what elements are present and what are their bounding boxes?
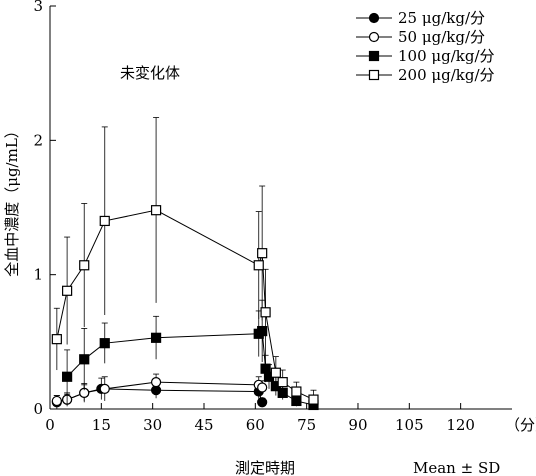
x-tick-label: 15 (92, 416, 111, 434)
data-point (257, 382, 268, 393)
data-point (79, 354, 90, 365)
x-tick-label: 45 (194, 416, 213, 434)
data-point (253, 260, 264, 271)
x-axis-ticks: 0 15 30 45 60 75 90 105 120 (45, 403, 475, 434)
data-point (62, 371, 73, 382)
series-layer (51, 117, 319, 411)
annotation-label: 未変化体 (120, 64, 180, 82)
data-point (257, 397, 268, 408)
y-axis-ticks: 0 1 2 3 (33, 0, 56, 418)
y-tick-label: 0 (33, 400, 43, 418)
x-tick-label: 0 (45, 416, 55, 434)
data-point (99, 383, 110, 394)
legend-marker (368, 12, 380, 24)
legend-label: 100 μg/kg/分 (398, 47, 495, 65)
data-point (150, 205, 162, 216)
x-tick-label: 120 (446, 416, 475, 434)
y-tick-label: 3 (33, 0, 43, 15)
footnote: Mean ± SD (413, 459, 500, 476)
x-unit-label: （分） (505, 416, 536, 434)
legend-marker (368, 50, 380, 62)
data-point (257, 325, 268, 337)
data-point (51, 334, 62, 345)
data-point (270, 367, 281, 378)
legend-label: 50 μg/kg/分 (398, 28, 485, 46)
x-tick-label: 75 (297, 416, 316, 434)
data-point (99, 215, 110, 227)
series-group (51, 117, 319, 409)
legend-label: 200 μg/kg/分 (398, 66, 495, 84)
data-point (277, 377, 288, 388)
legend-marker (368, 31, 380, 43)
y-tick-label: 2 (33, 131, 43, 149)
data-point (62, 285, 73, 296)
x-tick-label: 90 (348, 416, 367, 434)
data-point (79, 260, 90, 271)
x-tick-label: 60 (246, 416, 265, 434)
data-point (257, 248, 268, 259)
data-point (291, 386, 302, 397)
x-axis-title: 測定時期 (235, 459, 295, 476)
data-point (99, 338, 110, 349)
data-point (260, 307, 271, 318)
data-point (51, 395, 62, 407)
x-tick-label: 105 (395, 416, 424, 434)
legend-marker (368, 69, 380, 81)
plot-frame (49, 6, 512, 410)
y-tick-label: 1 (33, 266, 43, 284)
x-tick-label: 30 (143, 416, 162, 434)
data-point (308, 394, 319, 405)
y-axis-title: 全血中濃度（μg/mL） (3, 123, 21, 277)
legend-label: 25 μg/kg/分 (398, 9, 485, 27)
data-point (150, 377, 162, 388)
data-point (150, 332, 162, 343)
